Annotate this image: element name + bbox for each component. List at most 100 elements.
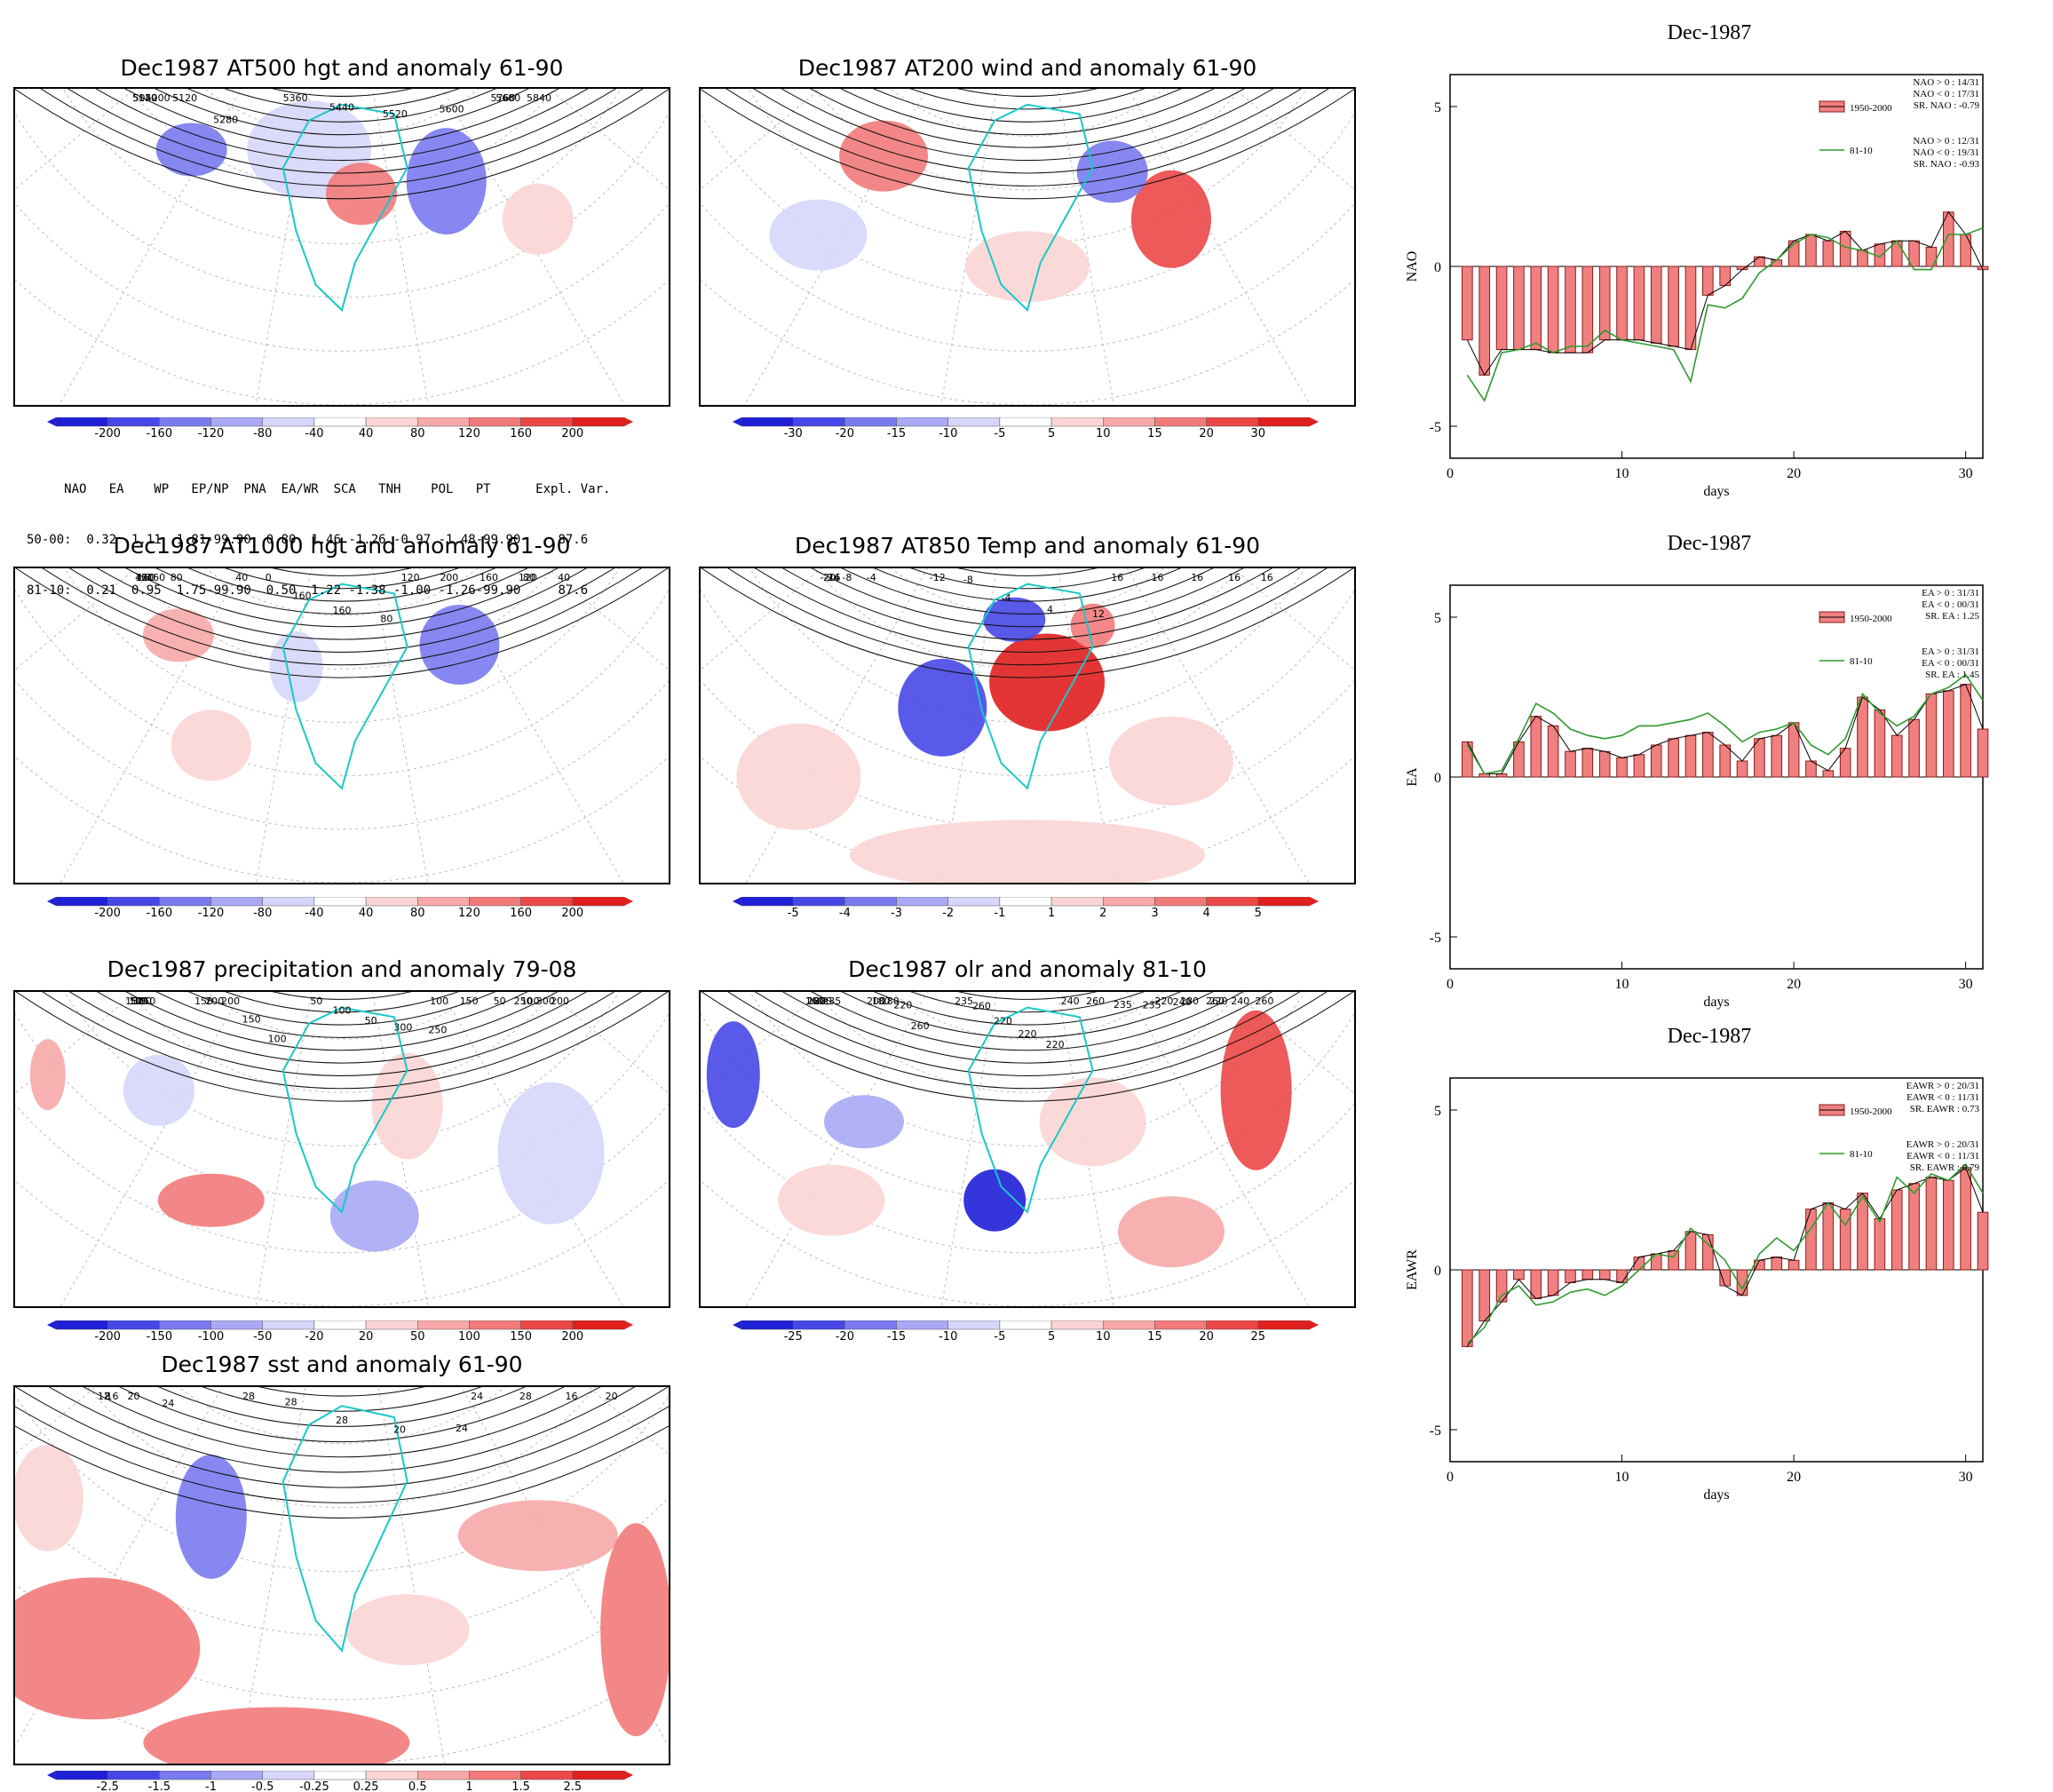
bar-nao bbox=[1960, 234, 1971, 267]
series-line-1950-2000 bbox=[1466, 683, 1984, 774]
contour-label: 50 bbox=[494, 995, 506, 1007]
contour-label: 250 bbox=[137, 995, 155, 1007]
colorbar-tick: -120 bbox=[198, 907, 225, 918]
colorbar-tick: -1.5 bbox=[148, 1780, 170, 1792]
contour-label: 20 bbox=[128, 1391, 140, 1402]
bar-eawr bbox=[1925, 1177, 1938, 1271]
colorbar-tick: 30 bbox=[1251, 427, 1266, 439]
contour-label: 180 bbox=[881, 995, 900, 1007]
y-tick-label: 5 bbox=[1434, 611, 1441, 626]
colorbar-psst: -2.5 -1.5 -1 -0.5 -0.25 0.25 0.5 1 1.5 2.5 bbox=[47, 1771, 633, 1792]
legend-stat: EA > 0 : 31/31 bbox=[1922, 646, 1979, 657]
y-axis-label: NAO bbox=[1405, 251, 1420, 282]
colorbar-tick: 4 bbox=[1202, 907, 1209, 918]
colorbar-tick: 40 bbox=[359, 427, 374, 439]
index-chart-ea: Dec-1987 5 0 -5 0 10 20 30 days EA EA > 0 : 31/31 E… bbox=[1399, 530, 2020, 1027]
colorbar-tick: -10 bbox=[939, 427, 957, 439]
contour-label: 240 bbox=[1231, 995, 1249, 1007]
bar-nao bbox=[1805, 234, 1817, 267]
contour-label: 220 bbox=[1154, 995, 1173, 1007]
colorbar-tick: 3 bbox=[1151, 907, 1158, 918]
contour-label: 50 bbox=[365, 1015, 377, 1027]
contour-label: 40 bbox=[235, 572, 248, 583]
bar-ea bbox=[1719, 744, 1731, 778]
colorbar-tick: 10 bbox=[1096, 1330, 1111, 1342]
contour-label: 180 bbox=[872, 995, 891, 1007]
index-table-row-81-10: 81-10: 0.21 0.95 1.75-99.90 0.50 1.22 -1… bbox=[27, 583, 589, 598]
contour-label: 260 bbox=[972, 1001, 991, 1012]
map-title-p850: Dec1987 AT850 Temp and anomaly 61-90 bbox=[794, 533, 1261, 559]
map-psst: 8 12 16 20 24 28 28 28 20 24 24 28 16 20 bbox=[13, 1385, 670, 1765]
bar-eawr bbox=[1719, 1269, 1731, 1287]
contour-label: -24 bbox=[824, 572, 840, 583]
map-title-psst: Dec1987 sst and anomaly 61-90 bbox=[161, 1352, 523, 1377]
contour-label: 150 bbox=[242, 1013, 261, 1025]
x-tick-label: 20 bbox=[1787, 1470, 1801, 1485]
map-polr: 235 220 180 160 200 200 180 180 220 260 235 260 220 2… bbox=[699, 990, 1356, 1308]
bar-nao bbox=[1650, 266, 1662, 344]
bar-ea bbox=[1942, 690, 1954, 778]
legend-stat: NAO < 0 : 17/31 bbox=[1913, 89, 1979, 99]
bar-eawr bbox=[1616, 1269, 1628, 1283]
contour-label: 235 bbox=[1143, 999, 1161, 1011]
contour-label: 160 bbox=[333, 605, 352, 616]
colorbar-tick: -10 bbox=[939, 1330, 957, 1342]
bar-nao bbox=[1462, 266, 1473, 341]
legend-label-bar: 1950-2000 bbox=[1850, 614, 1892, 624]
contour-label: 0 bbox=[266, 572, 272, 583]
map-title-p1000: Dec1987 AT1000 hgt and anomaly 61-90 bbox=[113, 533, 571, 559]
legend-stat: EAWR > 0 : 20/31 bbox=[1906, 1081, 1979, 1091]
bar-ea bbox=[1702, 732, 1714, 778]
map-p200 bbox=[699, 87, 1356, 407]
bar-eawr bbox=[1684, 1231, 1697, 1271]
legend-stat: EA > 0 : 31/31 bbox=[1922, 588, 1979, 599]
contour-label: 240 bbox=[1173, 996, 1192, 1008]
colorbar-tick: 2.5 bbox=[563, 1780, 582, 1792]
legend-stat: EAWR > 0 : 20/31 bbox=[1906, 1139, 1979, 1150]
bar-ea bbox=[1565, 750, 1576, 778]
legend-stat: SR. EA : 1.45 bbox=[1925, 670, 1979, 680]
contour-label: 16 bbox=[1228, 572, 1241, 583]
colorbar-tick: 20 bbox=[1199, 1330, 1214, 1342]
colorbar-tick: -20 bbox=[836, 427, 854, 439]
colorbar-polr: -25 -20 -15 -10 -5 5 10 15 20 25 bbox=[733, 1320, 1319, 1342]
bar-nao bbox=[1513, 266, 1525, 351]
bar-ea bbox=[1822, 770, 1835, 778]
bar-eawr bbox=[1581, 1269, 1594, 1281]
bar-eawr bbox=[1598, 1269, 1611, 1281]
bar-eawr bbox=[1787, 1259, 1800, 1271]
colorbar-tick: -0.25 bbox=[299, 1780, 329, 1792]
legend-stat: EA < 0 : 00/31 bbox=[1922, 599, 1979, 610]
bar-nao bbox=[1633, 266, 1645, 341]
colorbar-tick: 150 bbox=[510, 1330, 532, 1342]
legend-label-line: 81-10 bbox=[1850, 1149, 1873, 1160]
bar-eawr bbox=[1977, 1211, 1989, 1271]
colorbar-p200: -30 -20 -15 -10 -5 5 10 15 20 30 bbox=[733, 417, 1319, 439]
contour-label: 5040 bbox=[132, 92, 157, 104]
colorbar-tick: -120 bbox=[198, 427, 225, 439]
bar-ea bbox=[1874, 709, 1886, 778]
colorbar-tick: 80 bbox=[410, 907, 425, 918]
legend-stat: SR. EAWR : 0.73 bbox=[1910, 1104, 1980, 1114]
colorbar-tick: 5 bbox=[1255, 907, 1262, 918]
contour-label: 5440 bbox=[329, 101, 354, 113]
contour-label: 20 bbox=[606, 1391, 618, 1402]
contour-label: 4 bbox=[1047, 604, 1053, 615]
contour-label: 120 bbox=[519, 572, 537, 583]
colorbar-tick: 20 bbox=[1199, 427, 1214, 439]
colorbar-tick: 50 bbox=[410, 1330, 425, 1342]
colorbar-tick: -50 bbox=[253, 1330, 272, 1342]
colorbar-tick: 200 bbox=[561, 427, 583, 439]
contour-label: 12 bbox=[1092, 608, 1105, 620]
contour-label: 50 bbox=[310, 995, 322, 1007]
bar-ea bbox=[1925, 693, 1938, 778]
bar-ea bbox=[1547, 725, 1559, 778]
x-tick-label: 30 bbox=[1959, 466, 1973, 481]
contour-label: 300 bbox=[393, 1022, 412, 1034]
contour-label: 24 bbox=[456, 1423, 468, 1434]
index-chart-eawr: Dec-1987 5 0 -5 0 10 20 30 days EAWR EAWR > 0 : 20… bbox=[1399, 1023, 2020, 1520]
colorbar-tick: -15 bbox=[887, 427, 906, 439]
series-line-81-10 bbox=[1466, 1162, 1984, 1344]
